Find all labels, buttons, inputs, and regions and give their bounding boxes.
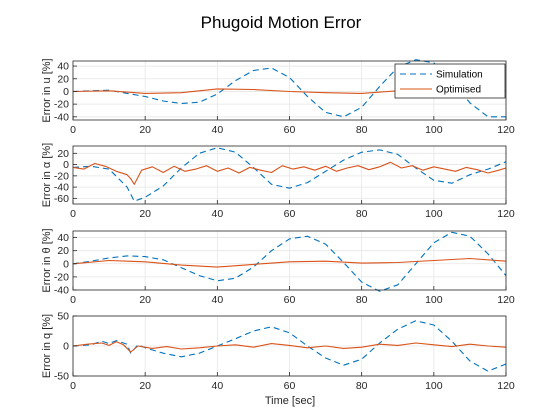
- x-axis-label: Time [sec]: [265, 395, 315, 407]
- y-tick-label: 20: [57, 148, 69, 160]
- x-tick-label: 60: [284, 380, 296, 392]
- x-tick-label: 60: [284, 294, 296, 306]
- x-tick-label: 80: [356, 208, 368, 220]
- x-tick-label: 120: [497, 294, 515, 306]
- legend-box: [394, 63, 506, 99]
- x-tick-label: 120: [497, 208, 515, 220]
- y-tick-label: -60: [54, 193, 69, 205]
- series-simulation: [72, 231, 507, 292]
- y-tick-label: 50: [57, 311, 69, 323]
- x-tick-label: 40: [211, 380, 223, 392]
- y-axis-label: Error in q [%]: [41, 314, 53, 378]
- y-tick-label: -40: [54, 285, 69, 297]
- x-tick-label: 100: [425, 294, 443, 306]
- y-tick-label: -20: [54, 170, 69, 182]
- y-tick-label: 0: [63, 86, 69, 98]
- y-axis-label: Error in θ [%]: [41, 228, 53, 292]
- x-tick-label: 60: [284, 208, 296, 220]
- y-tick-label: 20: [57, 73, 69, 85]
- legend-label-simulation: Simulation: [436, 70, 483, 81]
- series-simulation: [72, 59, 506, 118]
- series-optimised: [72, 341, 507, 353]
- figure-title: Phugoid Motion Error: [201, 13, 362, 32]
- x-tick-label: 40: [211, 208, 223, 220]
- x-tick-label: 0: [70, 208, 76, 220]
- x-tick-label: 120: [497, 124, 515, 136]
- series-simulation: [72, 147, 507, 202]
- x-tick-label: 0: [70, 124, 76, 136]
- y-tick-label: 0: [63, 159, 69, 171]
- legend: Simulation Optimised: [394, 63, 506, 99]
- y-tick-label: 0: [63, 341, 69, 353]
- y-tick-label: 40: [57, 61, 69, 73]
- x-tick-label: 100: [425, 208, 443, 220]
- y-tick-label: -40: [54, 182, 69, 194]
- y-tick-label: -50: [54, 371, 69, 383]
- x-tick-label: 60: [284, 124, 296, 136]
- y-tick-label: -20: [54, 271, 69, 283]
- x-tick-label: 80: [356, 124, 368, 136]
- y-axis-label: Error in α [%]: [41, 143, 53, 207]
- x-tick-label: 120: [497, 380, 515, 392]
- x-tick-label: 0: [70, 380, 76, 392]
- x-tick-label: 100: [425, 380, 443, 392]
- series-optimised: [72, 257, 507, 268]
- x-tick-label: 40: [211, 294, 223, 306]
- x-tick-label: 20: [139, 294, 151, 306]
- y-tick-label: 20: [57, 245, 69, 257]
- legend-label-optimised: Optimised: [436, 85, 481, 96]
- y-tick-label: 0: [63, 258, 69, 270]
- y-tick-label: -40: [54, 111, 69, 123]
- x-tick-label: 20: [139, 208, 151, 220]
- y-tick-label: 40: [57, 232, 69, 244]
- series-simulation: [72, 320, 507, 372]
- x-tick-label: 40: [211, 124, 223, 136]
- x-tick-label: 20: [139, 124, 151, 136]
- y-tick-label: -20: [54, 99, 69, 111]
- series-optimised: [72, 161, 507, 185]
- x-tick-label: 80: [356, 294, 368, 306]
- x-tick-label: 20: [139, 380, 151, 392]
- y-axis-label: Error in u [%]: [41, 58, 53, 122]
- x-tick-label: 100: [425, 124, 443, 136]
- x-tick-label: 0: [70, 294, 76, 306]
- x-tick-label: 80: [356, 380, 368, 392]
